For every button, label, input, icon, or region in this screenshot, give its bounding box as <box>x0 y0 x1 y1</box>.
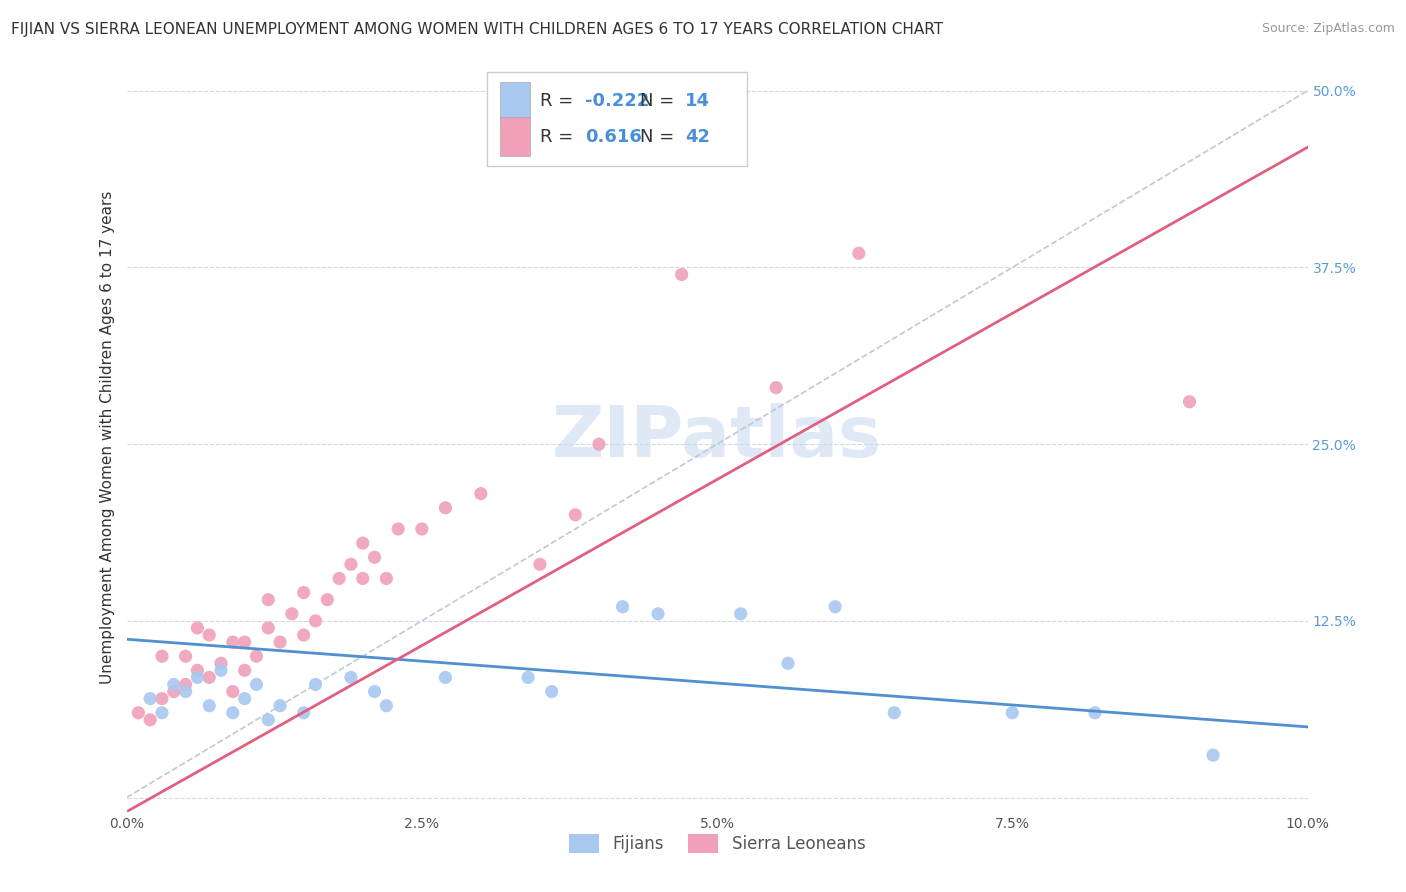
Point <box>328 571 350 585</box>
Point <box>150 691 173 706</box>
Point <box>186 664 208 678</box>
Point <box>824 599 846 614</box>
Point <box>163 677 186 691</box>
Point <box>883 706 905 720</box>
Point <box>434 670 457 684</box>
Point <box>198 698 221 713</box>
Point <box>588 437 610 451</box>
Text: ZIPatlas: ZIPatlas <box>553 402 882 472</box>
Point <box>257 592 280 607</box>
Point <box>375 698 398 713</box>
Point <box>470 486 492 500</box>
Point <box>375 571 398 585</box>
Point <box>186 670 208 684</box>
Point <box>174 684 197 698</box>
Point <box>150 706 173 720</box>
Point <box>647 607 669 621</box>
FancyBboxPatch shape <box>499 82 530 121</box>
Point <box>434 500 457 515</box>
Point <box>1202 748 1225 763</box>
Point <box>671 268 693 282</box>
Text: 0.616: 0.616 <box>585 128 641 145</box>
Point <box>222 684 245 698</box>
Point <box>233 691 256 706</box>
Point <box>765 381 787 395</box>
FancyBboxPatch shape <box>499 117 530 156</box>
Point <box>139 713 162 727</box>
Point <box>269 698 291 713</box>
Point <box>186 621 208 635</box>
Point <box>730 607 752 621</box>
Point <box>292 706 315 720</box>
Point <box>340 558 363 572</box>
Text: 42: 42 <box>685 128 710 145</box>
Point <box>222 706 245 720</box>
Legend: Fijians, Sierra Leoneans: Fijians, Sierra Leoneans <box>562 827 872 860</box>
Point <box>340 670 363 684</box>
Point <box>233 635 256 649</box>
Point <box>281 607 304 621</box>
Point <box>564 508 586 522</box>
Point <box>304 677 326 691</box>
Point <box>363 684 385 698</box>
Text: N =: N = <box>640 93 681 111</box>
Point <box>292 585 315 599</box>
Point <box>1084 706 1107 720</box>
Point <box>269 635 291 649</box>
Point <box>529 558 551 572</box>
Point <box>363 550 385 565</box>
Y-axis label: Unemployment Among Women with Children Ages 6 to 17 years: Unemployment Among Women with Children A… <box>100 190 115 684</box>
Text: N =: N = <box>640 128 681 145</box>
Point <box>245 649 267 664</box>
Text: R =: R = <box>540 93 579 111</box>
Point <box>257 621 280 635</box>
Text: Source: ZipAtlas.com: Source: ZipAtlas.com <box>1261 22 1395 36</box>
Text: FIJIAN VS SIERRA LEONEAN UNEMPLOYMENT AMONG WOMEN WITH CHILDREN AGES 6 TO 17 YEA: FIJIAN VS SIERRA LEONEAN UNEMPLOYMENT AM… <box>11 22 943 37</box>
Point <box>776 657 799 671</box>
Point <box>150 649 173 664</box>
Point <box>387 522 409 536</box>
Point <box>517 670 540 684</box>
Point <box>1001 706 1024 720</box>
Point <box>612 599 634 614</box>
Point <box>222 635 245 649</box>
Point <box>1178 394 1201 409</box>
Point <box>174 677 197 691</box>
FancyBboxPatch shape <box>486 72 747 166</box>
Point <box>198 670 221 684</box>
Point <box>209 657 232 671</box>
Point <box>304 614 326 628</box>
Point <box>411 522 433 536</box>
Point <box>540 684 562 698</box>
Point <box>174 649 197 664</box>
Text: 14: 14 <box>685 93 710 111</box>
Text: R =: R = <box>540 128 579 145</box>
Point <box>316 592 339 607</box>
Point <box>245 677 267 691</box>
Point <box>848 246 870 260</box>
Point <box>139 691 162 706</box>
Point <box>163 684 186 698</box>
Point <box>292 628 315 642</box>
Point <box>352 571 374 585</box>
Point <box>352 536 374 550</box>
Point <box>198 628 221 642</box>
Point <box>257 713 280 727</box>
Point <box>233 664 256 678</box>
Text: -0.222: -0.222 <box>585 93 650 111</box>
Point <box>209 664 232 678</box>
Point <box>127 706 149 720</box>
